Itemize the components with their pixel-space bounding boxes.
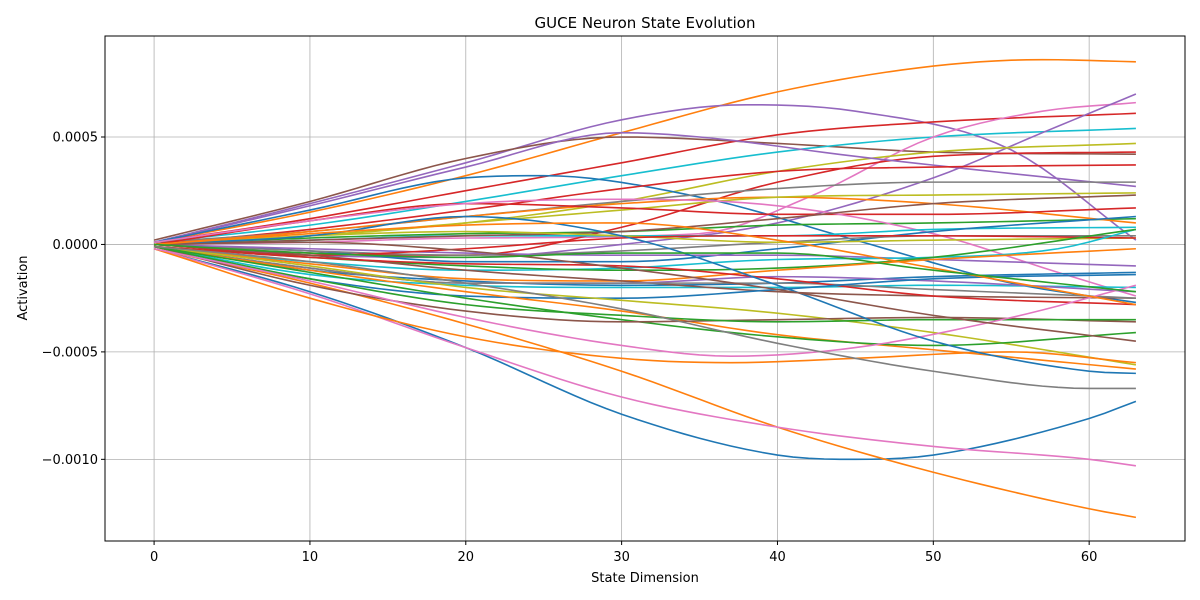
- series-line-37: [154, 245, 1136, 306]
- series-line-23: [154, 194, 1136, 246]
- series-line-45: [153, 247, 1137, 357]
- x-tick-label: 60: [1081, 550, 1098, 565]
- y-tick-label: −0.0010: [42, 453, 98, 468]
- series-line-6: [153, 136, 1136, 241]
- series-line-8: [154, 127, 1136, 244]
- series-line-43: [153, 245, 1136, 323]
- series-line-40: [153, 245, 1137, 366]
- series-group: [153, 58, 1137, 519]
- y-tick-label: −0.0005: [42, 345, 98, 360]
- series-line-13: [153, 131, 1136, 244]
- series-line-1: [153, 247, 1137, 461]
- series-line-41: [153, 245, 1136, 347]
- x-axis-label: State Dimension: [591, 571, 699, 586]
- x-tick-label: 10: [302, 550, 319, 565]
- x-tick-label: 50: [925, 550, 942, 565]
- x-axis: 0 10 20 30 40 50 60: [150, 541, 1097, 565]
- series-line-27: [154, 243, 1136, 267]
- series-line-36: [153, 245, 1136, 299]
- y-tick-label: 0.0005: [53, 131, 99, 146]
- x-tick-label: 0: [150, 550, 158, 565]
- series-line-33: [153, 245, 1136, 289]
- series-line-50: [154, 243, 1136, 293]
- series-line-42: [153, 245, 1136, 323]
- x-tick-label: 20: [458, 550, 475, 565]
- series-line-46: [154, 245, 1136, 390]
- y-axis-label: Activation: [16, 255, 31, 320]
- series-line-4: [153, 58, 1136, 244]
- series-line-47: [154, 215, 1136, 375]
- series-line-2: [153, 247, 1137, 519]
- series-line-32: [154, 245, 1136, 282]
- series-line-48: [154, 241, 1137, 342]
- x-tick-label: 40: [769, 550, 786, 565]
- plot-frame: [104, 35, 1186, 542]
- chart-title: GUCE Neuron State Evolution: [535, 14, 756, 32]
- series-line-3: [153, 247, 1137, 467]
- y-axis: 0.0005 0.0000 −0.0005 −0.0010: [42, 131, 105, 468]
- series-line-15: [154, 164, 1136, 246]
- x-tick-label: 30: [613, 550, 630, 565]
- series-line-21: [153, 198, 1137, 297]
- series-line-7: [153, 112, 1136, 244]
- y-tick-label: 0.0000: [53, 238, 99, 253]
- series-line-44: [153, 247, 1136, 364]
- series-line-18: [154, 196, 1136, 246]
